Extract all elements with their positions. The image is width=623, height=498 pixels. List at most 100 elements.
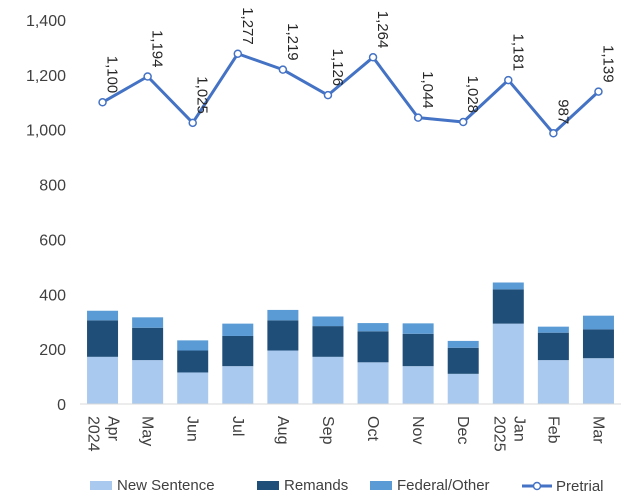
bar-federal-other — [87, 310, 119, 321]
x-tick-label: Oct — [364, 416, 381, 441]
legend-swatch — [257, 481, 279, 490]
pretrial-data-label: 1,126 — [329, 49, 346, 87]
bar-remands — [537, 332, 569, 361]
bar-federal-other — [447, 340, 479, 348]
legend-label: Pretrial — [556, 478, 604, 495]
pretrial-line — [98, 49, 603, 138]
legend-swatch — [90, 481, 112, 490]
bar-federal-other — [492, 282, 524, 290]
pretrial-point — [594, 87, 603, 96]
bars — [87, 282, 614, 404]
bar-new-sentence — [357, 362, 389, 404]
x-tick-label: Nov — [409, 416, 426, 444]
x-tick-label-line: Mar — [589, 416, 606, 444]
bar-new-sentence — [267, 350, 299, 404]
pretrial-series-line — [101, 52, 600, 135]
bar-federal-other — [582, 315, 614, 330]
x-tick-label: Sep — [319, 416, 336, 445]
bar-new-sentence — [132, 360, 164, 404]
bar-new-sentence — [447, 373, 479, 404]
x-tick-label-line: Jun — [184, 416, 201, 442]
bar-remands — [177, 350, 209, 373]
legend-swatch — [370, 481, 392, 490]
pretrial-point — [368, 53, 378, 62]
bar-new-sentence — [87, 356, 119, 404]
y-axis: 0 200 400 600 800 1,000 1,200 1,400 — [26, 13, 66, 414]
bar-remands — [492, 289, 524, 324]
x-tick-label-line: Aug — [274, 416, 291, 444]
legend: New Sentence Remands Federal/Other Pretrial — [90, 477, 604, 495]
bar-new-sentence — [537, 360, 569, 404]
bar-remands — [357, 331, 389, 363]
bar-federal-other — [357, 323, 389, 332]
pretrial-point — [458, 117, 468, 127]
bar-federal-other — [267, 309, 299, 321]
bar-remands — [267, 320, 299, 351]
bar-remands — [447, 347, 479, 374]
x-tick-label: Aug — [274, 416, 291, 444]
pretrial-point — [278, 65, 288, 74]
y-tick-label: 1,200 — [26, 68, 66, 85]
x-tick-label-line: May — [139, 416, 156, 446]
y-tick-label: 200 — [39, 342, 66, 359]
pretrial-point — [504, 75, 513, 85]
data-labels: 1,100 1,194 1,025 1,277 1,219 1,126 1,264 1,044… — [104, 7, 617, 124]
x-tick-label: Feb — [544, 416, 561, 444]
y-tick-label: 1,000 — [26, 123, 66, 140]
legend-item-new-sentence: New Sentence — [90, 477, 215, 494]
pretrial-point — [413, 113, 423, 122]
x-tick-label: Jul — [229, 416, 246, 436]
pretrial-data-label: 1,028 — [464, 75, 481, 113]
bar-federal-other — [222, 323, 254, 336]
y-tick-label: 1,400 — [26, 13, 66, 30]
y-tick-label: 0 — [57, 397, 66, 414]
bar-new-sentence — [492, 323, 524, 404]
pretrial-data-label: 1,219 — [284, 23, 301, 61]
x-tick-label: Mar — [589, 416, 606, 444]
bar-remands — [402, 333, 434, 367]
bar-new-sentence — [222, 366, 254, 404]
legend-label: New Sentence — [117, 477, 215, 494]
bar-federal-other — [132, 317, 164, 328]
x-tick-label-line: Nov — [409, 416, 426, 444]
x-tick-label-line: 2025 — [490, 416, 507, 452]
x-tick-label: Jun — [184, 416, 201, 442]
pretrial-point — [98, 98, 107, 107]
pretrial-point — [143, 72, 152, 81]
bar-federal-other — [177, 340, 209, 351]
x-tick-label-line: Sep — [319, 416, 336, 445]
legend-label: Federal/Other — [397, 477, 490, 494]
pretrial-data-label: 1,044 — [419, 71, 436, 109]
legend-item-pretrial: Pretrial — [522, 478, 604, 495]
y-tick-label: 400 — [39, 287, 66, 304]
x-tick-label-line: Oct — [364, 416, 381, 441]
pretrial-data-label: 1,139 — [599, 45, 616, 83]
pretrial-point — [323, 90, 333, 100]
bar-remands — [582, 329, 614, 359]
legend-item-federal-other: Federal/Other — [370, 477, 490, 494]
bar-remands — [132, 327, 164, 361]
y-tick-label: 800 — [39, 178, 66, 195]
x-tick-label-line: Apr — [105, 416, 122, 442]
bar-new-sentence — [312, 356, 344, 404]
bar-new-sentence — [582, 358, 614, 404]
x-tick-label-line: Jan — [510, 416, 527, 442]
pretrial-data-label: 1,025 — [194, 76, 211, 114]
bar-federal-other — [537, 326, 569, 333]
pretrial-data-label: 1,277 — [239, 7, 256, 45]
bar-new-sentence — [177, 372, 209, 404]
pretrial-data-label: 1,194 — [149, 30, 166, 68]
x-tick-label: May — [139, 416, 156, 446]
x-tick-label-line: 2024 — [85, 416, 102, 452]
legend-label: Remands — [284, 477, 348, 494]
pretrial-point — [549, 129, 558, 138]
bar-new-sentence — [402, 366, 434, 404]
legend-item-remands: Remands — [257, 477, 348, 494]
pretrial-data-label: 1,100 — [104, 56, 121, 94]
legend-swatch-marker — [532, 481, 542, 491]
bar-remands — [312, 326, 344, 357]
